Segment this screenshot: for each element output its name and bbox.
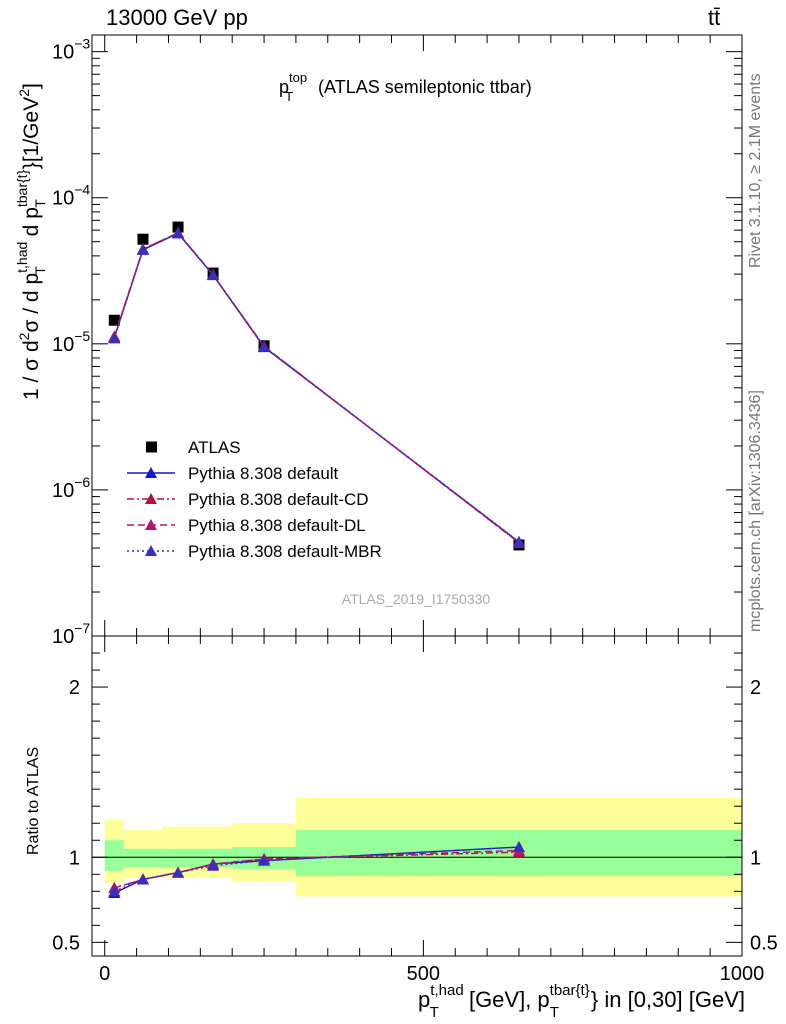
legend-entry: Pythia 8.308 default-CD xyxy=(127,490,369,509)
ratio-plot-border xyxy=(91,635,743,957)
main-title: ptop T (ATLAS semileptonic ttbar) xyxy=(279,70,532,104)
main-y-tick-mantissa: 10 xyxy=(52,626,74,648)
ratio-y-tick-label: 1 xyxy=(69,847,80,869)
ratio-plot-frame xyxy=(91,635,743,957)
ratio-data-point-triangle xyxy=(258,854,271,866)
data-point-square xyxy=(108,314,120,326)
data-point-triangle xyxy=(512,535,525,547)
main-y-tick-mantissa: 10 xyxy=(52,188,74,210)
main-y-tick-label: 10−7 xyxy=(52,620,90,648)
main-title-p: p xyxy=(279,77,289,97)
main-title-sub: T xyxy=(285,89,293,104)
main-axis-ticks: 10−710−610−510−410−3 xyxy=(52,35,743,648)
main-y-tick-exponent: −5 xyxy=(74,328,90,344)
ratio-data-point-triangle xyxy=(512,841,525,853)
process-label: tt̄ xyxy=(708,5,721,30)
legend-entry: Pythia 8.308 default xyxy=(127,464,339,483)
ratio-axis-ticks: 0.5 0.5 1 1 2 2 0 500 1000 xyxy=(52,636,778,985)
data-point-square xyxy=(137,233,149,245)
main-y-tick-label: 10−5 xyxy=(52,328,90,356)
ratio-x-tick-label: 500 xyxy=(407,963,440,985)
legend-label: Pythia 8.308 default xyxy=(188,464,339,483)
ratio-series-line xyxy=(114,846,519,892)
legend-marker-triangle xyxy=(145,467,157,478)
ratio-series-pythia-8-308-default-mbr xyxy=(108,841,525,897)
ratio-y-tick-label-right: 1 xyxy=(750,847,761,869)
ratio-y-tick-label-right: 0.5 xyxy=(750,932,778,954)
main-y-tick-label: 10−6 xyxy=(52,474,90,502)
ratio-data-point-triangle xyxy=(172,866,185,878)
legend: ATLAS Pythia 8.308 default Pythia 8.308 de… xyxy=(127,438,382,561)
main-title-rest: (ATLAS semileptonic ttbar) xyxy=(318,77,532,97)
ratio-x-tick-label: 1000 xyxy=(720,963,765,985)
legend-marker-triangle xyxy=(145,493,157,504)
ratio-x-tick-label: 0 xyxy=(99,963,110,985)
data-point-triangle xyxy=(258,340,271,352)
ratio-y-tick-label: 2 xyxy=(69,677,80,699)
band-inner xyxy=(123,848,163,868)
legend-label: Pythia 8.308 default-DL xyxy=(188,516,366,535)
legend-label: Pythia 8.308 default-MBR xyxy=(188,542,382,561)
main-y-tick-exponent: −3 xyxy=(74,36,90,52)
main-y-tick-mantissa: 10 xyxy=(52,480,74,502)
band-inner xyxy=(104,840,124,871)
legend-label: Pythia 8.308 default-CD xyxy=(188,490,369,509)
legend-marker-triangle xyxy=(145,519,157,530)
data-point-triangle xyxy=(207,268,220,280)
main-series-layer xyxy=(108,221,525,551)
main-y-axis-label: 1 / σ d2σ / d pt,had T d ptbar{t} T}[1/GeV… xyxy=(14,83,48,400)
series-line xyxy=(113,231,520,544)
main-y-tick-label: 10−4 xyxy=(52,182,90,210)
ratio-y-axis-label: Ratio to ATLAS xyxy=(25,747,42,855)
main-y-tick-label: 10−3 xyxy=(52,36,90,64)
main-y-tick-exponent: −7 xyxy=(74,620,90,636)
ratio-y-tick-label-right: 2 xyxy=(750,677,761,699)
data-point-triangle xyxy=(108,332,121,344)
main-title-sup: top xyxy=(289,70,307,85)
series-line xyxy=(113,231,520,544)
ratio-data-point-triangle xyxy=(108,885,121,897)
ratio-uncertainty-bands xyxy=(92,797,742,897)
ratio-y-tick-label: 0.5 xyxy=(52,932,80,954)
series-pythia-8-308-default-mbr xyxy=(108,227,525,547)
legend-entry: Pythia 8.308 default-DL xyxy=(127,516,366,535)
analysis-watermark: ATLAS_2019_I1750330 xyxy=(342,591,491,607)
main-y-tick-exponent: −6 xyxy=(74,474,90,490)
ratio-data-point-triangle xyxy=(136,873,149,885)
energy-label: 13000 GeV pp xyxy=(106,5,248,30)
legend-entry: Pythia 8.308 default-MBR xyxy=(127,542,382,561)
ratio-data-point-triangle xyxy=(207,859,220,871)
legend-entry: ATLAS xyxy=(146,438,241,457)
legend-label: ATLAS xyxy=(188,438,241,457)
data-point-triangle xyxy=(136,243,149,255)
ratio-series-layer xyxy=(108,841,525,899)
main-y-tick-mantissa: 10 xyxy=(52,42,74,64)
ratio-x-axis-label: pt,had T [GeV], ptbar{t} T} in [0,30] [GeV… xyxy=(418,982,745,1021)
main-y-tick-mantissa: 10 xyxy=(52,334,74,356)
legend-marker-square xyxy=(146,441,157,453)
legend-marker-triangle xyxy=(145,545,157,556)
data-point-triangle xyxy=(172,227,185,239)
main-y-tick-exponent: −4 xyxy=(74,182,90,198)
